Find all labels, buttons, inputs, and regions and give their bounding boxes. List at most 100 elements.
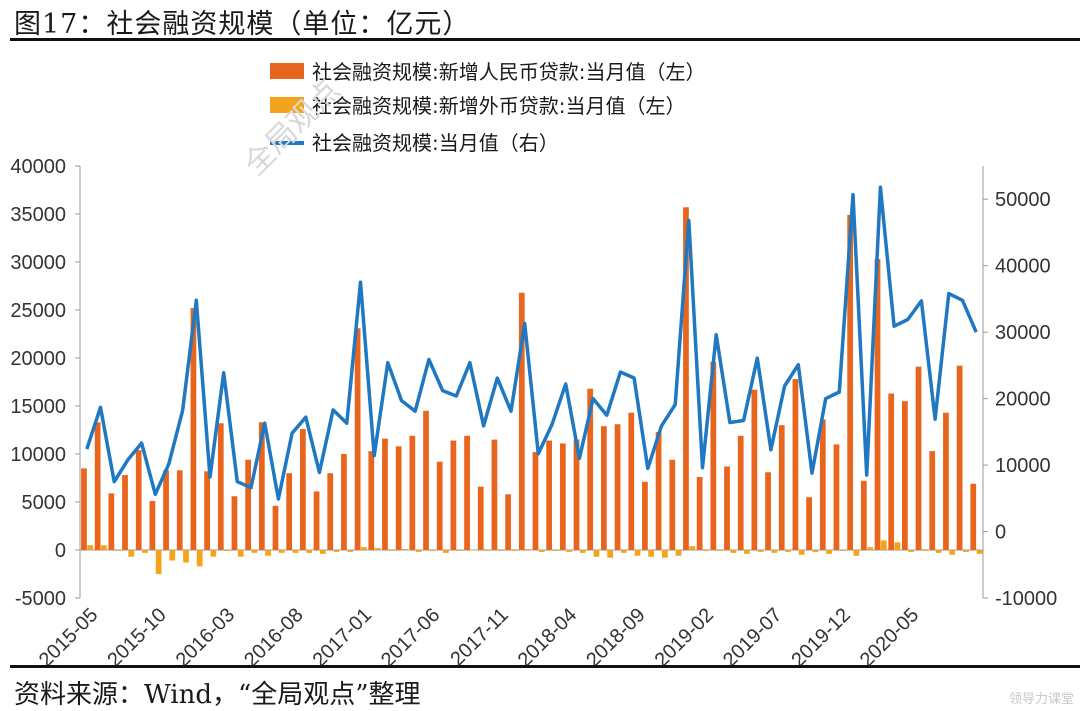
title-rule: [10, 38, 1080, 41]
bar-fx-2019-02: [703, 550, 709, 551]
bar-rmb-2018-02: [532, 452, 539, 550]
bar-rmb-2017-07: [436, 461, 443, 550]
left-tick-label: 30000: [10, 252, 66, 274]
rmb-loan-bars: [81, 207, 977, 550]
bar-rmb-2019-01: [683, 207, 689, 550]
legend-swatch-0: [270, 63, 304, 79]
bar-fx-2018-04: [566, 550, 572, 552]
bar-rmb-2015-05: [81, 468, 87, 550]
bar-fx-2016-08: [292, 550, 299, 553]
bar-rmb-2015-10: [149, 501, 156, 550]
bar-rmb-2017-02: [368, 451, 375, 550]
bar-fx-2015-08: [128, 550, 135, 557]
x-tick-label-2018-04: 2018-04: [514, 604, 581, 671]
bar-fx-2016-02: [210, 550, 217, 557]
bar-rmb-2015-11: [163, 470, 169, 550]
left-tick-label: -5000: [15, 588, 66, 610]
bar-rmb-2016-08: [286, 473, 293, 550]
bar-fx-2018-03: [552, 550, 559, 551]
bar-rmb-2019-12: [833, 444, 840, 550]
left-tick-label: 15000: [10, 396, 66, 418]
x-tick-label-2017-11: 2017-11: [446, 604, 512, 670]
bar-rmb-2018-03: [546, 440, 553, 550]
left-tick-label: 25000: [10, 300, 66, 322]
bar-rmb-2015-07: [108, 493, 115, 550]
bar-rmb-2020-10: [970, 483, 977, 550]
bar-rmb-2015-08: [122, 475, 128, 550]
bar-fx-2018-10: [648, 550, 655, 557]
bar-rmb-2018-04: [559, 443, 566, 550]
right-tick-label: 0: [995, 522, 1006, 544]
bar-fx-2016-10: [319, 550, 326, 554]
bar-rmb-2020-08: [943, 412, 949, 550]
bar-fx-2015-05: [87, 545, 94, 550]
left-tick-label: 40000: [10, 156, 66, 178]
right-tick-label: 50000: [995, 189, 1051, 211]
bar-fx-2015-12: [183, 550, 189, 563]
bar-fx-2017-03: [388, 550, 395, 551]
bar-rmb-2020-03: [874, 259, 881, 550]
right-tick-label: 40000: [995, 256, 1051, 278]
bar-rmb-2018-08: [614, 424, 621, 550]
bar-rmb-2017-01: [354, 328, 361, 550]
bar-rmb-2017-04: [395, 446, 402, 550]
x-tick-label-2020-05: 2020-05: [856, 604, 923, 671]
source-note: 资料来源：Wind，“全局观点”整理: [14, 680, 421, 710]
bar-fx-2016-04: [237, 550, 244, 557]
bar-rmb-2019-03: [710, 361, 717, 550]
bar-fx-2016-01: [196, 550, 203, 567]
bar-fx-2018-08: [620, 550, 627, 553]
bar-fx-2017-12: [511, 550, 518, 551]
bar-fx-2018-06: [593, 550, 600, 557]
bar-rmb-2018-01: [518, 292, 525, 550]
bar-rmb-2019-07: [765, 472, 771, 550]
bar-fx-2018-09: [634, 550, 641, 556]
bar-rmb-2016-12: [341, 454, 347, 550]
bar-fx-2018-07: [607, 550, 613, 558]
bar-fx-2017-02: [374, 548, 381, 550]
bar-fx-2018-02: [538, 550, 545, 552]
bar-fx-2015-06: [101, 545, 107, 550]
bar-fx-2016-03: [224, 550, 230, 551]
bar-rmb-2017-08: [450, 440, 457, 550]
bar-fx-2018-11: [661, 550, 668, 558]
bar-fx-2018-01: [525, 549, 531, 550]
bar-fx-2019-12: [839, 550, 846, 551]
bar-fx-2019-06: [757, 550, 764, 552]
bar-rmb-2020-05: [902, 401, 908, 550]
bar-rmb-2016-10: [313, 491, 320, 550]
source-rule: [10, 665, 1080, 668]
tsf-line-layer: [85, 185, 978, 501]
bar-fx-2017-07: [443, 550, 449, 553]
legend: 社会融资规模:新增人民币贷款:当月值（左） 社会融资规模:新增外币贷款:当月值（左…: [270, 60, 705, 155]
bar-fx-2019-08: [785, 550, 791, 552]
bar-rmb-2016-02: [204, 471, 210, 550]
bar-fx-2016-05: [251, 550, 258, 553]
bar-rmb-2017-09: [464, 435, 470, 550]
left-tick-label: 35000: [10, 204, 66, 226]
bar-rmb-2017-05: [409, 435, 416, 550]
bar-fx-2016-12: [347, 550, 354, 552]
bar-fx-2019-05: [744, 550, 750, 554]
bar-rmb-2016-09: [300, 429, 306, 550]
bar-fx-2020-03: [880, 540, 887, 550]
bar-rmb-2019-05: [737, 435, 744, 550]
bar-fx-2017-08: [456, 550, 463, 551]
bar-fx-2020-01: [853, 550, 860, 556]
bar-fx-2018-12: [675, 550, 682, 556]
x-tick-label-2018-09: 2018-09: [582, 604, 649, 671]
x-tick-label-2016-03: 2016-03: [172, 604, 239, 671]
legend-swatch-1: [270, 97, 304, 113]
bar-fx-2017-04: [402, 549, 408, 550]
tsf-line: [85, 185, 978, 501]
bar-fx-2015-11: [169, 550, 176, 561]
bar-rmb-2017-03: [382, 438, 388, 550]
bar-fx-2016-11: [333, 550, 340, 552]
bar-rmb-2019-11: [819, 419, 826, 550]
left-tick-label: 20000: [10, 348, 66, 370]
x-tick-label-2019-02: 2019-02: [651, 604, 718, 671]
bar-rmb-2015-12: [176, 470, 183, 550]
left-tick-label: 0: [55, 540, 66, 562]
x-tick-label-2017-01: 2017-01: [309, 604, 376, 671]
x-tick-label-2015-10: 2015-10: [103, 604, 170, 671]
